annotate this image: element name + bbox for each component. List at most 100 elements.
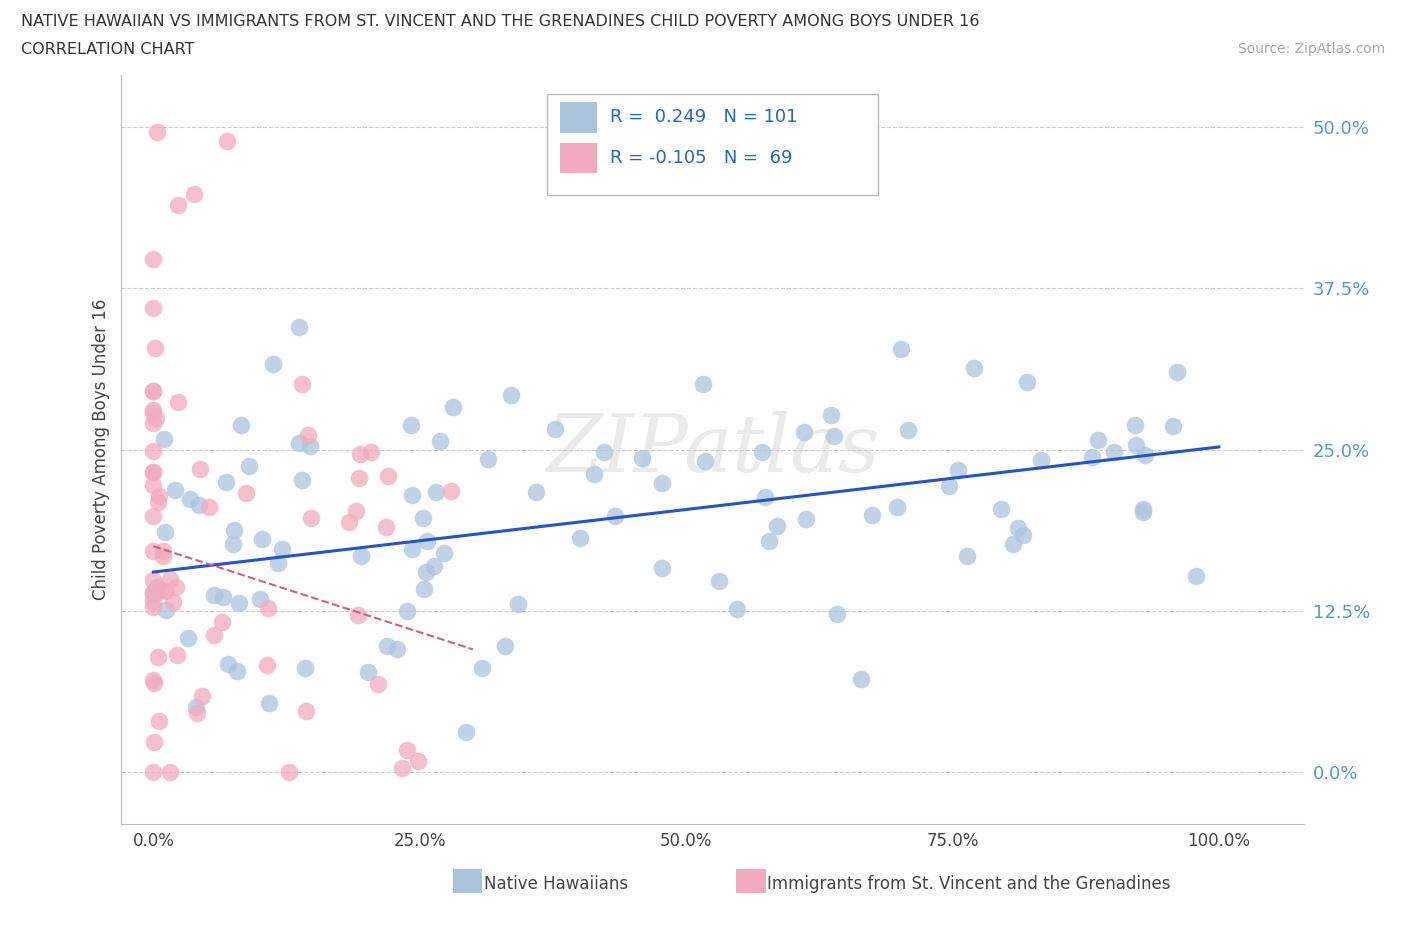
Point <box>1102 445 1125 459</box>
Point <box>401 487 423 502</box>
Point <box>375 639 398 654</box>
Point <box>142 543 165 558</box>
Point <box>229 418 252 432</box>
Point <box>142 464 165 479</box>
Point <box>212 590 235 604</box>
Point <box>159 571 181 586</box>
Point <box>603 509 626 524</box>
Point <box>142 405 165 420</box>
Point <box>754 490 776 505</box>
Point <box>1123 418 1146 432</box>
Point <box>142 764 165 779</box>
Point <box>499 388 522 403</box>
Point <box>297 428 319 443</box>
Point <box>148 489 170 504</box>
Point <box>337 514 360 529</box>
Point <box>956 549 979 564</box>
Point <box>385 642 408 657</box>
Point <box>1012 527 1035 542</box>
Point <box>367 677 389 692</box>
Point <box>494 638 516 653</box>
Point <box>751 445 773 459</box>
Point <box>1029 453 1052 468</box>
Point <box>825 607 848 622</box>
Point <box>851 671 873 686</box>
Point <box>990 502 1012 517</box>
Point <box>277 764 299 779</box>
Point <box>146 494 169 509</box>
Text: R =  0.249   N = 101: R = 0.249 N = 101 <box>610 109 797 126</box>
Point <box>1087 432 1109 447</box>
Point <box>1166 365 1188 379</box>
Point <box>152 543 174 558</box>
Point <box>1132 504 1154 519</box>
Point <box>152 548 174 563</box>
Point <box>416 534 439 549</box>
Point <box>357 665 380 680</box>
Point <box>890 341 912 356</box>
Point <box>758 534 780 549</box>
Point <box>651 561 673 576</box>
Point <box>262 357 284 372</box>
Point <box>938 479 960 494</box>
Point <box>142 593 165 608</box>
Point <box>167 197 190 212</box>
Point <box>695 453 717 468</box>
Point <box>142 416 165 431</box>
Point <box>651 475 673 490</box>
Point <box>256 658 278 672</box>
Point <box>142 465 165 480</box>
Point <box>429 434 451 449</box>
Point <box>412 511 434 525</box>
Point <box>288 436 311 451</box>
Point <box>440 484 463 498</box>
Point <box>148 650 170 665</box>
Point <box>344 503 367 518</box>
Point <box>946 463 969 478</box>
Point <box>142 672 165 687</box>
Point <box>186 706 208 721</box>
Point <box>142 478 165 493</box>
Point <box>142 383 165 398</box>
Point <box>1185 569 1208 584</box>
Point <box>179 492 201 507</box>
Point <box>406 753 429 768</box>
Point <box>441 400 464 415</box>
Point <box>454 724 477 739</box>
Point <box>145 410 167 425</box>
Point <box>153 525 176 539</box>
Point <box>544 422 567 437</box>
Point <box>823 428 845 443</box>
Point <box>142 600 165 615</box>
Point <box>142 573 165 588</box>
Point <box>727 601 749 616</box>
Text: Native Hawaiians: Native Hawaiians <box>484 875 627 893</box>
Point <box>298 438 321 453</box>
Point <box>1080 450 1102 465</box>
Point <box>267 555 290 570</box>
Point <box>238 458 260 473</box>
Point <box>153 432 176 446</box>
Point <box>291 473 314 488</box>
Point <box>235 485 257 500</box>
Point <box>163 483 186 498</box>
Point <box>396 604 419 618</box>
Point <box>692 377 714 392</box>
Point <box>211 615 233 630</box>
Point <box>190 688 212 703</box>
Point <box>215 134 238 149</box>
Y-axis label: Child Poverty Among Boys Under 16: Child Poverty Among Boys Under 16 <box>93 299 110 600</box>
Point <box>142 675 165 690</box>
Point <box>142 585 165 600</box>
Point <box>377 469 399 484</box>
Point <box>415 565 437 579</box>
Point <box>766 519 789 534</box>
Point <box>412 582 434 597</box>
Point <box>794 512 817 526</box>
Point <box>401 541 423 556</box>
Point <box>1125 438 1147 453</box>
Point <box>202 587 225 602</box>
Point <box>155 603 177 618</box>
Point <box>270 541 292 556</box>
Point <box>391 761 413 776</box>
